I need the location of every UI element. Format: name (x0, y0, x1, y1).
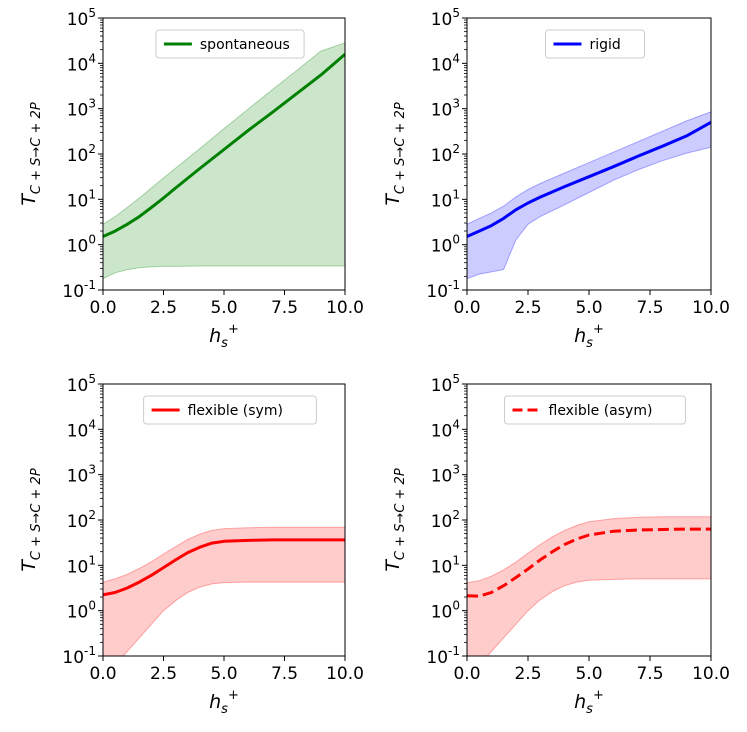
x-tick-label: 2.5 (150, 664, 177, 684)
panel-bottom-right: 0.0 2.5 5.0 7.5 10.0 10-1 100 101 102 103 104 105 hs… (382, 372, 730, 717)
x-tick-label: 0.0 (453, 298, 480, 318)
x-axis-label: hs+ (209, 688, 239, 717)
legend-box (545, 29, 645, 59)
y-tick-label: 103 (431, 463, 460, 487)
y-tick-label: 10-1 (62, 644, 96, 668)
legend-label: flexible (asym) (549, 403, 653, 419)
y-axis-label: TC + S→C + 2P (382, 102, 408, 205)
y-tick-label: 10-1 (426, 278, 460, 302)
y-tick-label: 102 (67, 508, 96, 532)
y-tick-label: 104 (67, 51, 96, 75)
legend: spontaneous (155, 29, 305, 59)
confidence-band (467, 516, 711, 656)
y-tick-label: 10-1 (62, 278, 96, 302)
x-tick-label: 7.5 (636, 664, 663, 684)
x-axis-label: hs+ (209, 322, 239, 351)
x-tick-label: 5.0 (575, 664, 602, 684)
confidence-band (103, 42, 345, 280)
y-tick-label: 10-1 (426, 644, 460, 668)
y-tick-label: 105 (67, 6, 96, 30)
x-tick-label: 5.0 (210, 298, 237, 318)
x-tick-label: 0.0 (89, 664, 116, 684)
y-tick-label: 100 (67, 233, 96, 257)
y-tick-label: 105 (431, 372, 460, 396)
panel-top-left: 0.0 2.5 5.0 7.5 10.0 10-1 100 101 102 103 104 105 hs… (18, 6, 364, 351)
x-tick-label: 2.5 (150, 298, 177, 318)
x-tick-label: 7.5 (271, 298, 298, 318)
x-tick-label: 0.0 (89, 298, 116, 318)
y-tick-label: 101 (67, 187, 96, 211)
y-tick-label: 102 (431, 142, 460, 166)
y-tick-label: 105 (431, 6, 460, 30)
x-axis-label: hs+ (574, 688, 604, 717)
y-tick-label: 102 (431, 508, 460, 532)
legend: flexible (sym) (143, 395, 317, 425)
legend-box (504, 395, 686, 425)
y-axis-label: TC + S→C + 2P (18, 468, 44, 571)
panel-bottom-left: 0.0 2.5 5.0 7.5 10.0 10-1 100 101 102 103 104 105 hs… (18, 372, 364, 717)
y-tick-label: 102 (67, 142, 96, 166)
x-tick-label: 7.5 (636, 298, 663, 318)
legend-label: spontaneous (200, 37, 290, 53)
y-tick-label: 105 (67, 372, 96, 396)
legend: flexible (asym) (504, 395, 686, 425)
series-line (467, 120, 711, 238)
panel-top-right: 0.0 2.5 5.0 7.5 10.0 10-1 100 101 102 103 104 105 hs… (382, 6, 730, 351)
confidence-band (467, 111, 711, 280)
y-axis-label: TC + S→C + 2P (18, 102, 44, 205)
series-line (103, 53, 345, 238)
x-tick-label: 10.0 (692, 664, 730, 684)
x-tick-label: 10.0 (326, 298, 364, 318)
y-tick-label: 103 (67, 97, 96, 121)
legend: rigid (545, 29, 645, 59)
x-tick-label: 2.5 (514, 298, 541, 318)
legend-box (155, 29, 305, 59)
x-tick-label: 0.0 (453, 664, 480, 684)
legend-box (143, 395, 317, 425)
x-tick-label: 5.0 (575, 298, 602, 318)
legend-label: flexible (sym) (188, 403, 283, 419)
confidence-band (103, 526, 345, 656)
y-tick-label: 100 (431, 599, 460, 623)
y-tick-label: 101 (431, 553, 460, 577)
legend-label: rigid (590, 37, 621, 53)
x-tick-label: 7.5 (271, 664, 298, 684)
series-line (103, 538, 345, 597)
y-tick-label: 100 (67, 599, 96, 623)
y-tick-label: 103 (431, 97, 460, 121)
x-tick-label: 2.5 (514, 664, 541, 684)
y-tick-label: 101 (431, 187, 460, 211)
series-line (467, 527, 711, 598)
x-tick-label: 10.0 (326, 664, 364, 684)
x-tick-label: 5.0 (210, 664, 237, 684)
y-tick-label: 104 (431, 51, 460, 75)
y-tick-label: 104 (431, 417, 460, 441)
x-tick-label: 10.0 (692, 298, 730, 318)
x-axis-label: hs+ (574, 322, 604, 351)
y-tick-label: 101 (67, 553, 96, 577)
y-tick-label: 103 (67, 463, 96, 487)
y-tick-label: 104 (67, 417, 96, 441)
y-axis-label: TC + S→C + 2P (382, 468, 408, 571)
y-tick-label: 100 (431, 233, 460, 257)
